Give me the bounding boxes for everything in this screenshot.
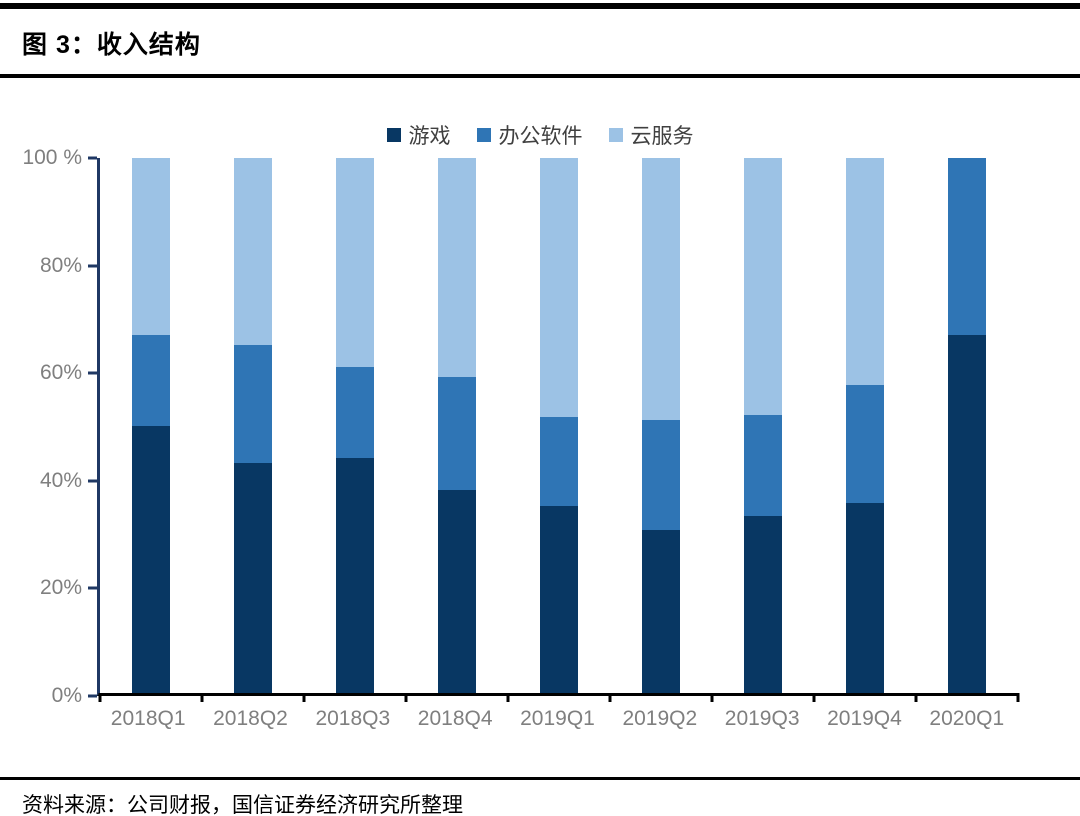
x-axis-tick (608, 693, 612, 702)
bar-2018Q3 (304, 158, 406, 693)
bar-segment-games (642, 529, 680, 693)
y-axis-tick-label: 20% (39, 576, 82, 600)
legend-item-office: 办公软件 (476, 120, 583, 150)
x-axis-label: 2018Q4 (417, 707, 493, 730)
bar-segment-office (438, 377, 476, 490)
bar-2019Q4 (814, 158, 916, 693)
title-divider (0, 74, 1080, 78)
y-axis-tick (88, 371, 97, 375)
stacked-bar-chart: 100 % 80% 60% 40% 20% 0% (0, 146, 1080, 707)
bar-segment-cloud (336, 158, 374, 367)
bar-segment-games (132, 425, 170, 693)
bar-2018Q2 (202, 158, 304, 693)
y-axis-tick (88, 156, 97, 160)
legend-marker-office-icon (476, 128, 491, 142)
legend-item-cloud: 云服务 (608, 120, 694, 150)
y-axis-tick (88, 586, 97, 590)
y-axis-tick-label: 100 % (22, 146, 82, 169)
bar-2018Q4 (406, 158, 508, 693)
bar-2018Q1 (100, 158, 202, 693)
y-axis-tick-label: 0% (51, 684, 82, 707)
bar-segment-cloud (642, 158, 680, 421)
bar-segment-games (438, 489, 476, 693)
legend-marker-games-icon (386, 128, 401, 142)
x-axis-label: 2019Q3 (724, 707, 800, 730)
bar-segment-games (744, 516, 782, 693)
legend-label: 游戏 (408, 125, 451, 148)
legend-label: 云服务 (630, 125, 694, 148)
bar-segment-cloud (132, 158, 170, 335)
y-axis-tick-label: 60% (39, 361, 82, 385)
bar-segment-office (336, 366, 374, 458)
y-axis-tick-label: 80% (39, 253, 82, 277)
x-axis-tick (404, 693, 408, 702)
y-axis-tick (88, 264, 97, 268)
bars-container (100, 158, 1018, 693)
legend-label: 办公软件 (498, 125, 583, 148)
x-axis-label: 2018Q3 (315, 707, 391, 730)
x-axis-tick (710, 693, 714, 702)
x-axis-label: 2018Q2 (213, 707, 288, 730)
bar-segment-cloud (438, 158, 476, 378)
bar-segment-office (540, 417, 578, 506)
bar-segment-cloud (846, 158, 884, 386)
bar-2020Q1 (916, 158, 1018, 693)
x-axis-label: 2020Q1 (929, 707, 1005, 730)
bar-segment-office (234, 345, 272, 463)
x-axis-tick (302, 693, 306, 702)
x-axis-label: 2019Q4 (827, 707, 902, 730)
x-axis-label: 2019Q1 (520, 707, 595, 730)
bar-segment-office (948, 158, 986, 335)
x-axis-label: 2018Q1 (110, 707, 186, 730)
figure-title: 图 3：收入结构 (22, 31, 201, 59)
y-axis-tick (88, 479, 97, 483)
bar-segment-games (336, 457, 374, 693)
source-divider (0, 777, 1080, 780)
bar-segment-office (132, 334, 170, 426)
bar-segment-games (948, 334, 986, 693)
bar-2019Q3 (712, 158, 814, 693)
legend-item-games: 游戏 (386, 120, 451, 150)
y-axis-tick-label: 40% (39, 468, 82, 492)
x-axis-tick (1016, 693, 1020, 702)
bar-segment-cloud (744, 158, 782, 415)
top-divider (0, 3, 1080, 9)
chart-legend: 游戏 办公软件 云服务 (0, 120, 1080, 150)
bar-segment-cloud (234, 158, 272, 346)
bar-segment-office (642, 420, 680, 530)
y-axis: 100 % 80% 60% 40% 20% 0% (0, 146, 97, 707)
bar-segment-games (540, 505, 578, 693)
x-axis-tick (98, 693, 102, 702)
plot-area (97, 158, 1020, 702)
x-axis-tick (812, 693, 816, 702)
bar-2019Q2 (610, 158, 712, 693)
x-axis-tick (506, 693, 510, 702)
bar-2019Q1 (508, 158, 610, 693)
bar-segment-office (846, 385, 884, 504)
x-axis-tick (914, 693, 918, 702)
bar-segment-cloud (540, 158, 578, 418)
legend-marker-cloud-icon (608, 128, 623, 142)
source-note: 资料来源：公司财报，国信证券经济研究所整理 (22, 794, 463, 816)
x-axis-label: 2019Q2 (622, 707, 698, 730)
bar-segment-office (744, 414, 782, 517)
bar-segment-games (846, 503, 884, 693)
y-axis-tick (88, 694, 97, 698)
x-axis-labels: 2018Q1 2018Q2 2018Q3 2018Q4 2019Q1 2019Q2 2019… (97, 707, 1018, 731)
bar-segment-games (234, 462, 272, 693)
x-axis-tick (200, 693, 204, 702)
